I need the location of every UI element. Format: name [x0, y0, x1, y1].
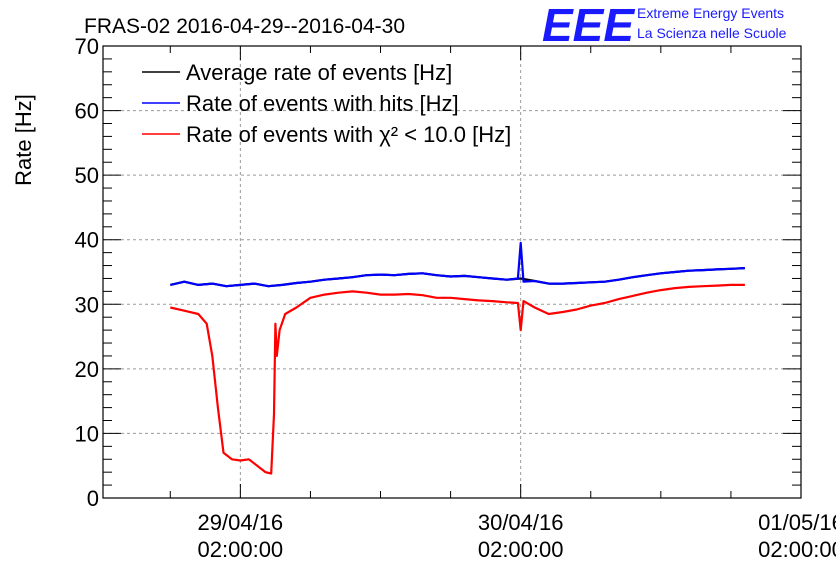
x-tick-label-date: 30/04/16 — [478, 510, 564, 535]
y-tick-label: 20 — [75, 357, 99, 382]
logo-line2: La Scienza nelle Scuole — [637, 25, 787, 41]
y-tick-label: 30 — [75, 292, 99, 317]
y-axis-ticks: 0 10 20 30 40 50 60 70 — [75, 34, 801, 511]
x-tick-label-time: 02:00:00 — [758, 537, 836, 562]
series-hits — [170, 241, 745, 288]
logo-mark: EEE — [542, 0, 635, 51]
y-tick-label: 10 — [75, 421, 99, 446]
x-axis-ticks: 29/04/1602:00:0030/04/1602:00:0001/05/16… — [169, 46, 836, 562]
plot-frame — [102, 45, 802, 499]
legend-label-chi2: Rate of events with χ² < 10.0 [Hz] — [186, 122, 511, 147]
logo-line1: Extreme Energy Events — [637, 5, 784, 21]
x-tick-label-date: 29/04/16 — [198, 510, 284, 535]
y-tick-label: 70 — [75, 34, 99, 59]
y-tick-label: 50 — [75, 163, 99, 188]
legend: Average rate of events [Hz] Rate of even… — [142, 60, 511, 147]
legend-label-average: Average rate of events [Hz] — [186, 60, 452, 85]
eee-logo: EEE Extreme Energy Events La Scienza nel… — [542, 0, 787, 51]
x-tick-label-time: 02:00:00 — [198, 537, 284, 562]
y-tick-label: 60 — [75, 99, 99, 124]
x-tick-label-date: 01/05/16 — [758, 510, 836, 535]
data-series — [170, 241, 745, 475]
chart-title: FRAS-02 2016-04-29--2016-04-30 — [84, 15, 405, 38]
y-tick-label: 40 — [75, 228, 99, 253]
y-axis-label: Rate [Hz] — [11, 94, 36, 186]
gridlines — [103, 46, 802, 498]
y-tick-label: 0 — [87, 486, 99, 511]
legend-label-hits: Rate of events with hits [Hz] — [186, 91, 459, 116]
series-chi2 — [170, 283, 745, 475]
x-tick-label-time: 02:00:00 — [478, 537, 564, 562]
